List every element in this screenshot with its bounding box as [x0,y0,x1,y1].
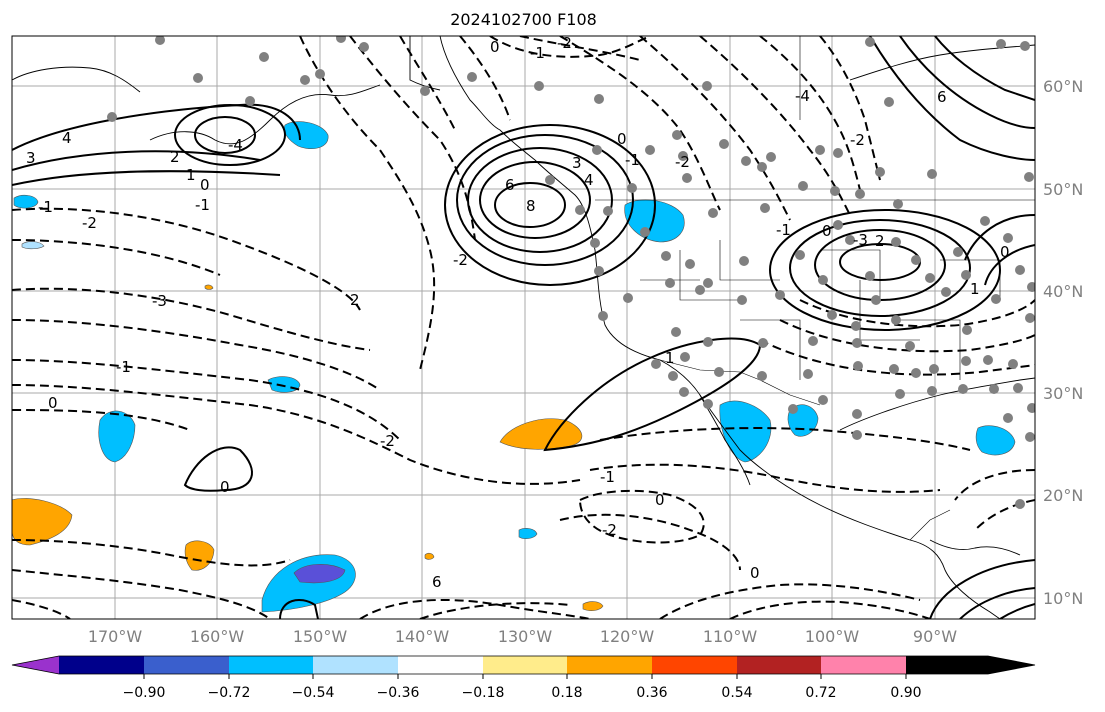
lon-label: 170°W [88,627,143,646]
colorbar-segment [398,656,483,674]
contour-label: 1 [970,280,980,298]
contour-label: 3 [572,154,582,172]
contour-label: 0 [1000,243,1010,261]
lon-label: 130°W [498,627,553,646]
contour-label: 4 [584,171,594,189]
contour-label: 6 [937,88,947,106]
contour-label: 6 [505,176,515,194]
colorbar-segment [12,656,59,674]
colorbar-segment [567,656,652,674]
map-frame [11,35,1036,620]
colorbar-tick-label: 0.72 [805,685,836,701]
contour-label: -3 [853,231,868,249]
colorbar-tick-label: −0.18 [462,685,505,701]
colorbar-ticks [143,674,907,679]
colorbar: −0.90 −0.72 −0.54 −0.36 −0.18 0.18 0.36 … [11,655,1036,701]
lon-label: 140°W [395,627,450,646]
contour-label: 0 [48,394,58,412]
contour-label: -1 [530,44,545,62]
contour-label: 0 [617,130,627,148]
contour-label: 0 [200,176,210,194]
shaded-anomaly-fields [12,121,1016,613]
colorbar-segment [59,656,144,674]
contour-label: 0 [220,478,230,496]
colorbar-tick-label: 0.18 [551,685,582,701]
contour-label: -2 [557,34,572,52]
colorbar-tick-label: −0.72 [208,685,251,701]
contour-label: -2 [380,432,395,450]
contour-label: 0 [490,38,500,56]
contour-label: -1 [776,221,791,239]
lon-label: 90°W [913,627,957,646]
lon-label: 110°W [703,627,758,646]
lat-label: 30°N [1043,384,1083,403]
political-borders [595,36,1035,541]
contour-label: -1 [116,358,131,376]
contour-label: -2 [850,131,865,149]
longitude-labels: 170°W 160°W 150°W 140°W 130°W 120°W 110°… [88,627,957,646]
contour-label: 1 [186,166,196,184]
contour-label: 0 [822,222,832,240]
colorbar-segment [821,656,906,674]
colorbar-segment [229,656,313,674]
colorbar-tick-label: 0.90 [890,685,921,701]
lat-label: 50°N [1043,180,1083,199]
contour-label: -2 [453,251,468,269]
colorbar-tick-label: −0.54 [292,685,335,701]
contour-label: 6 [432,573,442,591]
colorbar-tick-label: 0.54 [721,685,752,701]
contour-label: 2 [170,148,180,166]
contour-label: -2 [82,214,97,232]
lon-label: 150°W [293,627,348,646]
contour-label: 8 [526,197,536,215]
colorbar-segment [483,656,567,674]
contour-label: -2 [602,521,617,539]
lat-label: 40°N [1043,282,1083,301]
station-markers [107,36,1035,509]
contour-label: -1 [38,198,53,216]
latitude-labels: 60°N 50°N 40°N 30°N 20°N 10°N [1043,77,1083,608]
contour-label: 2 [875,232,885,250]
lon-label: 160°W [190,627,245,646]
map-background [12,36,1035,619]
colorbar-segment [906,656,1035,674]
colorbar-outline [11,655,1036,675]
contour-labels: 4 3 2 1 0 -1 -2 -3 -4 6 8 0 -1 -2 -1 0 -… [26,34,1010,591]
colorbar-segment [652,656,737,674]
colorbar-segment [737,656,821,674]
contour-label: -3 [152,292,167,310]
lon-label: 100°W [805,627,860,646]
contour-label: 1 [665,349,675,367]
lat-label: 60°N [1043,77,1083,96]
map-title: 2024102700 F108 [450,10,597,29]
colorbar-tick-label: −0.90 [123,685,166,701]
contour-label: 0 [655,491,665,509]
colorbar-tick-label: −0.36 [377,685,420,701]
lon-label: 120°W [600,627,655,646]
contour-label: -1 [195,196,210,214]
contour-label: -2 [675,153,690,171]
lat-label: 10°N [1043,589,1083,608]
contour-label: 0 [750,564,760,582]
contour-label: -1 [625,151,640,169]
contour-label: 3 [26,149,36,167]
contour-label: -4 [228,136,243,154]
colorbar-segment [144,656,229,674]
coastlines [12,36,1035,619]
lat-label: 20°N [1043,486,1083,505]
contour-label: 2 [350,291,360,309]
negative-contours [12,36,1035,619]
contour-label: -1 [600,468,615,486]
contour-label: -4 [795,87,810,105]
contour-label: 4 [62,129,72,147]
colorbar-tick-label: 0.36 [636,685,667,701]
colorbar-segment [313,656,398,674]
